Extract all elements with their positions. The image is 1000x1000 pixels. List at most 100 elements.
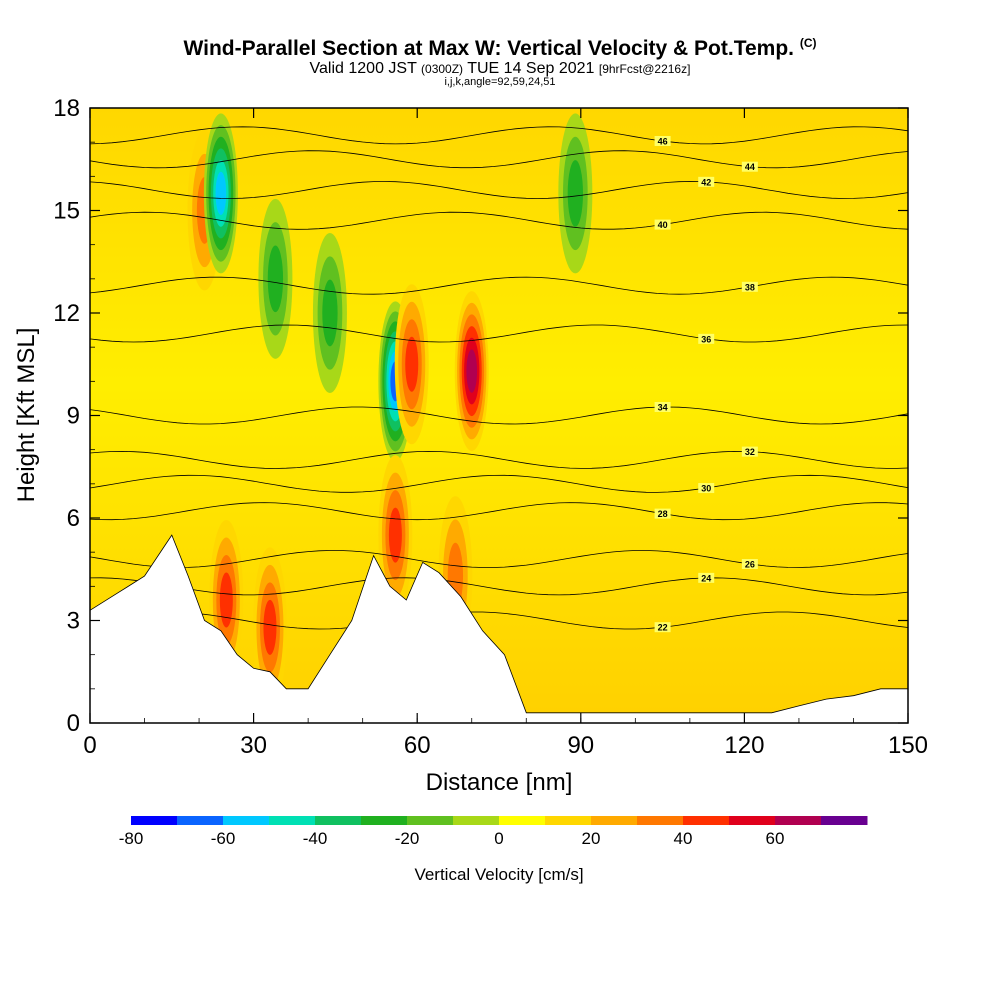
colorbar-tick-label: -60: [211, 829, 236, 848]
terrain: [90, 534, 908, 723]
contour-label: 32: [745, 447, 755, 457]
x-tick-label: 60: [404, 732, 431, 759]
y-tick-label: 18: [53, 95, 80, 122]
contour-label-bg: [698, 483, 715, 494]
velocity-cell: [203, 113, 238, 274]
colorbar-swatch: [637, 816, 684, 825]
theta-contour-line: [90, 406, 908, 425]
theta-contour-line: [90, 474, 908, 493]
theta-contour-line: [90, 276, 908, 295]
contour-label-bg: [741, 161, 758, 172]
contour-label: 46: [658, 137, 668, 147]
theta-contours: 22 24 26 28 30 32 34 36 38 40 42 44 46: [90, 126, 908, 633]
chart-title: Wind-Parallel Section at Max W: Vertical…: [183, 36, 817, 60]
velocity-cell: [394, 284, 429, 445]
colorbar-tick-label: 40: [674, 829, 693, 848]
velocity-level: [405, 336, 419, 392]
colorbar: -80 -60 -40 -20 0 20 40 60: [119, 816, 868, 848]
colorbar-swatch: [729, 816, 776, 825]
theta-contour-line: [90, 550, 908, 568]
theta-contour-line: [90, 324, 908, 343]
contour-label-bg: [741, 446, 758, 457]
velocity-cell: [558, 113, 593, 274]
theta-contour-line: [90, 502, 908, 521]
contour-label: 42: [701, 177, 711, 187]
x-tick-label: 150: [888, 732, 928, 759]
theta-contour-line: [90, 126, 908, 145]
x-tick-label: 120: [724, 732, 764, 759]
contour-label-bg: [698, 572, 715, 583]
contour-label-bg: [698, 176, 715, 187]
velocity-level: [322, 279, 338, 347]
colorbar-swatch: [591, 816, 638, 825]
contour-label: 30: [701, 484, 711, 494]
velocity-cell: [378, 455, 413, 616]
theta-contour-line: [90, 150, 908, 169]
contour-label: 44: [745, 162, 755, 172]
colorbar-swatch: [269, 816, 316, 825]
colorbar-tick-label: -40: [303, 829, 328, 848]
theta-contour-line: [90, 611, 908, 630]
contour-label-bg: [741, 559, 758, 570]
y-tick-label: 12: [53, 300, 80, 327]
velocity-cell: [258, 198, 293, 359]
colorbar-title: Vertical Velocity [cm/s]: [414, 865, 583, 884]
velocity-level: [388, 507, 402, 563]
colorbar-swatch: [223, 816, 270, 825]
colorbar-swatch: [361, 816, 408, 825]
contour-label: 34: [658, 402, 668, 412]
contour-label: 26: [745, 560, 755, 570]
y-tick-label: 6: [67, 505, 80, 532]
y-tick-label: 9: [67, 403, 80, 430]
velocity-field: [90, 108, 908, 723]
contour-label: 40: [658, 220, 668, 230]
colorbar-swatch: [683, 816, 730, 825]
contour-label-bg: [654, 219, 671, 230]
colorbar-swatch: [775, 816, 822, 825]
velocity-level: [466, 349, 478, 393]
x-axis-title: Distance [nm]: [426, 769, 573, 796]
x-tick-label: 30: [240, 732, 267, 759]
colorbar-tick-label: 0: [494, 829, 503, 848]
contour-label: 24: [701, 573, 711, 583]
contour-label-bg: [654, 401, 671, 412]
y-tick-label: 15: [53, 198, 80, 225]
contour-label-bg: [654, 508, 671, 519]
colorbar-swatch: [407, 816, 454, 825]
y-tick-label: 3: [67, 608, 80, 635]
y-tick-label: 0: [67, 710, 80, 737]
colorbar-swatch: [315, 816, 362, 825]
y-axis-title: Height [Kft MSL]: [13, 328, 40, 503]
velocity-cell: [252, 547, 287, 708]
contour-label-bg: [654, 622, 671, 633]
velocity-level: [219, 572, 233, 628]
x-tick-label: 0: [83, 732, 96, 759]
colorbar-swatch: [499, 816, 546, 825]
theta-contour-line: [90, 181, 908, 199]
colorbar-tick-label: 60: [766, 829, 785, 848]
colorbar-tick-label: -80: [119, 829, 144, 848]
chart-subtitle: Valid 1200 JST (0300Z) TUE 14 Sep 2021 […: [309, 60, 691, 77]
velocity-level: [267, 245, 284, 313]
contour-label-bg: [741, 281, 758, 292]
contour-label-bg: [698, 333, 715, 344]
colorbar-swatch: [177, 816, 224, 825]
velocity-level: [215, 171, 227, 216]
theta-contour-line: [90, 450, 908, 469]
contour-label-bg: [654, 136, 671, 147]
colorbar-swatch: [131, 816, 178, 825]
terrain-mask: [90, 534, 908, 723]
velocity-cell: [454, 291, 489, 452]
velocity-cell: [312, 233, 347, 393]
colorbar-swatch: [545, 816, 592, 825]
theta-contour-line: [90, 211, 908, 230]
colorbar-tick-label: 20: [582, 829, 601, 848]
colorbar-tick-label: -20: [395, 829, 420, 848]
velocity-level: [263, 599, 277, 655]
contour-label: 36: [701, 334, 711, 344]
theta-contour-line: [90, 577, 908, 596]
contour-label: 28: [658, 509, 668, 519]
contour-label: 38: [745, 282, 755, 292]
